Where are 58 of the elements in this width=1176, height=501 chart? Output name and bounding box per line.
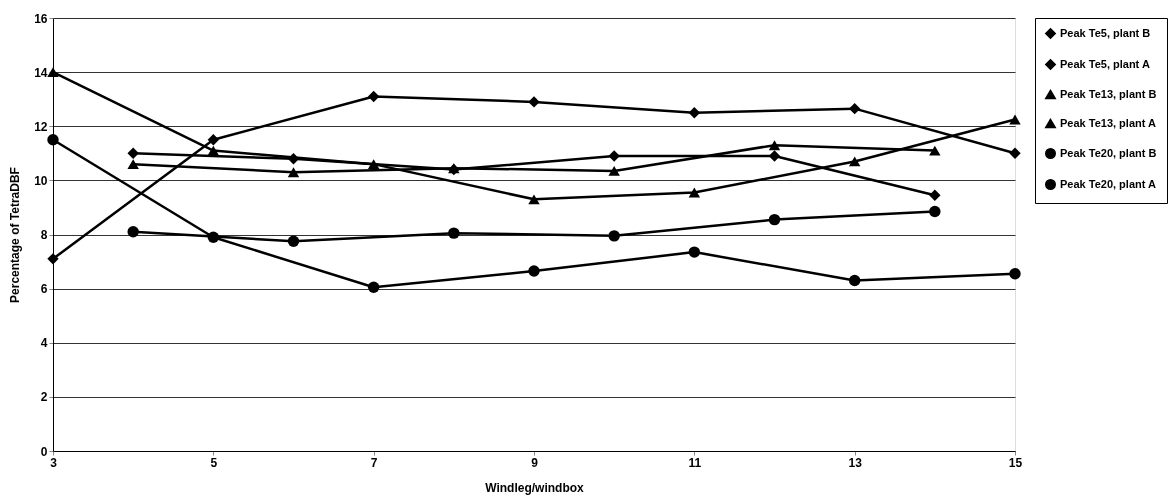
point (207, 134, 220, 146)
point (367, 281, 380, 293)
point (1009, 147, 1021, 160)
x-tick-label: 13 (848, 455, 863, 470)
point (688, 107, 701, 119)
y-tick-label: 2 (40, 390, 48, 405)
y-tick-label: 6 (40, 282, 48, 297)
y-tick-label: 16 (34, 11, 48, 26)
point (1009, 114, 1021, 125)
legend-label: Peak Te20, plant A (1060, 177, 1157, 190)
point (528, 194, 540, 205)
point (608, 150, 620, 162)
point (448, 227, 460, 239)
point (47, 67, 59, 78)
x-axis-title: Windleg/windbox (485, 480, 585, 495)
point (287, 235, 300, 247)
x-tick-label: 7 (370, 455, 378, 470)
x-tick-label: 15 (1008, 455, 1023, 470)
point (367, 159, 380, 170)
y-tick-label: 12 (34, 119, 48, 134)
y-axis-title: Percentage of TetraDBF (8, 167, 23, 303)
point (127, 159, 139, 170)
point (848, 156, 861, 167)
point (127, 147, 139, 160)
point (929, 145, 941, 156)
point (1009, 268, 1021, 280)
point (47, 253, 59, 265)
x-tick-label: 5 (210, 455, 218, 470)
point (207, 231, 220, 243)
point (528, 265, 540, 277)
point (367, 90, 380, 103)
point (768, 213, 781, 226)
legend-label: Peak Te13, plant A (1060, 116, 1157, 129)
point (848, 102, 861, 115)
point (929, 205, 941, 218)
point (608, 230, 620, 242)
x-tick-label: 11 (688, 455, 702, 470)
y-tick-label: 14 (34, 65, 48, 80)
point (127, 226, 139, 238)
legend-label: Peak Te13, plant B (1060, 87, 1157, 100)
y-tick-label: 8 (40, 228, 48, 242)
point (929, 189, 941, 201)
legend-label: Peak Te20, plant B (1060, 146, 1157, 159)
point (608, 165, 620, 176)
x-tick-label: 9 (531, 455, 539, 470)
point (768, 140, 781, 151)
x-tick-label: 3 (50, 455, 58, 470)
point (207, 145, 220, 156)
point (848, 274, 861, 287)
point (688, 246, 701, 258)
y-tick-label: 4 (40, 336, 48, 351)
point (287, 167, 300, 178)
legend-label: Peak Te5, plant B (1060, 26, 1151, 39)
y-tick-label: 0 (40, 444, 48, 459)
y-tick-label: 10 (34, 173, 48, 188)
legend-label: Peak Te5, plant A (1060, 57, 1150, 70)
point (47, 134, 59, 146)
point (528, 96, 540, 108)
